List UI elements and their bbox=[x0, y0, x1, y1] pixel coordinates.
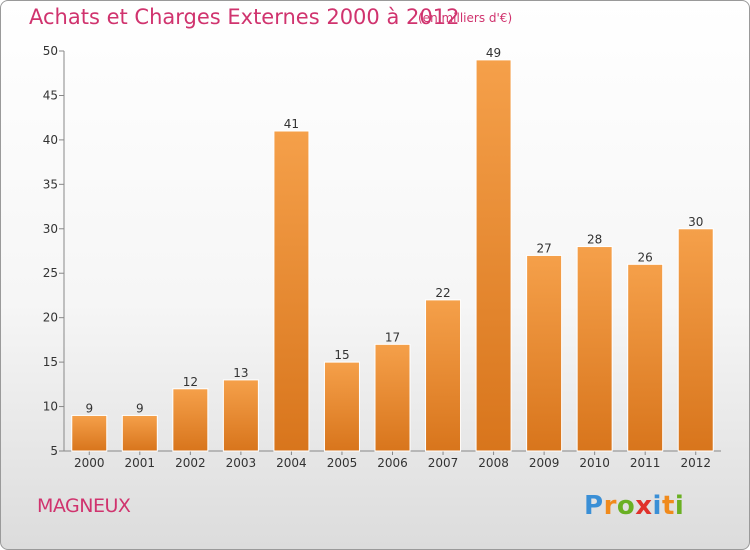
logo-letter: i bbox=[674, 491, 685, 521]
bar bbox=[627, 263, 664, 452]
x-tick-label: 2008 bbox=[478, 456, 509, 470]
chart-subtitle: (en milliers d'€) bbox=[418, 11, 513, 25]
y-tick-label: 20 bbox=[43, 311, 58, 325]
bar bbox=[374, 343, 411, 452]
y-tick-label: 50 bbox=[43, 44, 58, 58]
data-label: 27 bbox=[536, 241, 551, 255]
y-tick-label: 15 bbox=[43, 355, 58, 369]
y-tick-label: 5 bbox=[50, 444, 58, 458]
data-label: 15 bbox=[334, 348, 349, 362]
proxiti-logo: Proxiti bbox=[584, 491, 684, 521]
data-label: 49 bbox=[486, 46, 501, 60]
x-tick-label: 2010 bbox=[579, 456, 610, 470]
x-tick-label: 2005 bbox=[327, 456, 358, 470]
logo-letter: o bbox=[616, 491, 636, 521]
x-tick-label: 2000 bbox=[74, 456, 105, 470]
bar bbox=[121, 414, 158, 452]
logo-letter: r bbox=[603, 491, 617, 521]
x-tick-label: 2003 bbox=[226, 456, 257, 470]
data-label: 9 bbox=[136, 401, 144, 415]
y-tick-label: 45 bbox=[43, 88, 58, 102]
logo-letter: P bbox=[584, 491, 604, 521]
x-tick-label: 2011 bbox=[630, 456, 661, 470]
x-tick-label: 2004 bbox=[276, 456, 307, 470]
data-label: 13 bbox=[233, 366, 248, 380]
logo-letter: i bbox=[652, 491, 662, 521]
x-tick-label: 2002 bbox=[175, 456, 206, 470]
bar bbox=[425, 299, 462, 452]
bar bbox=[273, 130, 310, 452]
x-tick-label: 2009 bbox=[529, 456, 560, 470]
x-tick-label: 2012 bbox=[680, 456, 711, 470]
data-label: 17 bbox=[385, 330, 400, 344]
bar bbox=[576, 246, 613, 452]
commune-name: MAGNEUX bbox=[37, 495, 131, 517]
y-tick-label: 35 bbox=[43, 177, 58, 191]
bar bbox=[677, 228, 714, 452]
data-label: 30 bbox=[688, 215, 703, 229]
logo-letter: t bbox=[661, 491, 675, 521]
data-label: 26 bbox=[638, 250, 653, 264]
x-tick-label: 2006 bbox=[377, 456, 408, 470]
y-tick-label: 30 bbox=[43, 222, 58, 236]
y-tick-label: 40 bbox=[43, 133, 58, 147]
bar bbox=[323, 361, 360, 452]
x-tick-label: 2007 bbox=[428, 456, 459, 470]
bar bbox=[526, 254, 563, 452]
bar bbox=[222, 379, 259, 452]
x-tick-label: 2001 bbox=[125, 456, 156, 470]
data-label: 12 bbox=[183, 375, 198, 389]
bar bbox=[172, 388, 209, 452]
chart-title: Achats et Charges Externes 2000 à 2012 bbox=[29, 5, 460, 29]
bar bbox=[475, 59, 512, 452]
bar bbox=[71, 414, 108, 452]
data-label: 28 bbox=[587, 233, 602, 247]
data-label: 22 bbox=[435, 286, 450, 300]
logo-letter: x bbox=[635, 491, 653, 521]
y-tick-label: 10 bbox=[43, 400, 58, 414]
data-label: 9 bbox=[85, 401, 93, 415]
y-tick-label: 25 bbox=[43, 266, 58, 280]
data-label: 41 bbox=[284, 117, 299, 131]
